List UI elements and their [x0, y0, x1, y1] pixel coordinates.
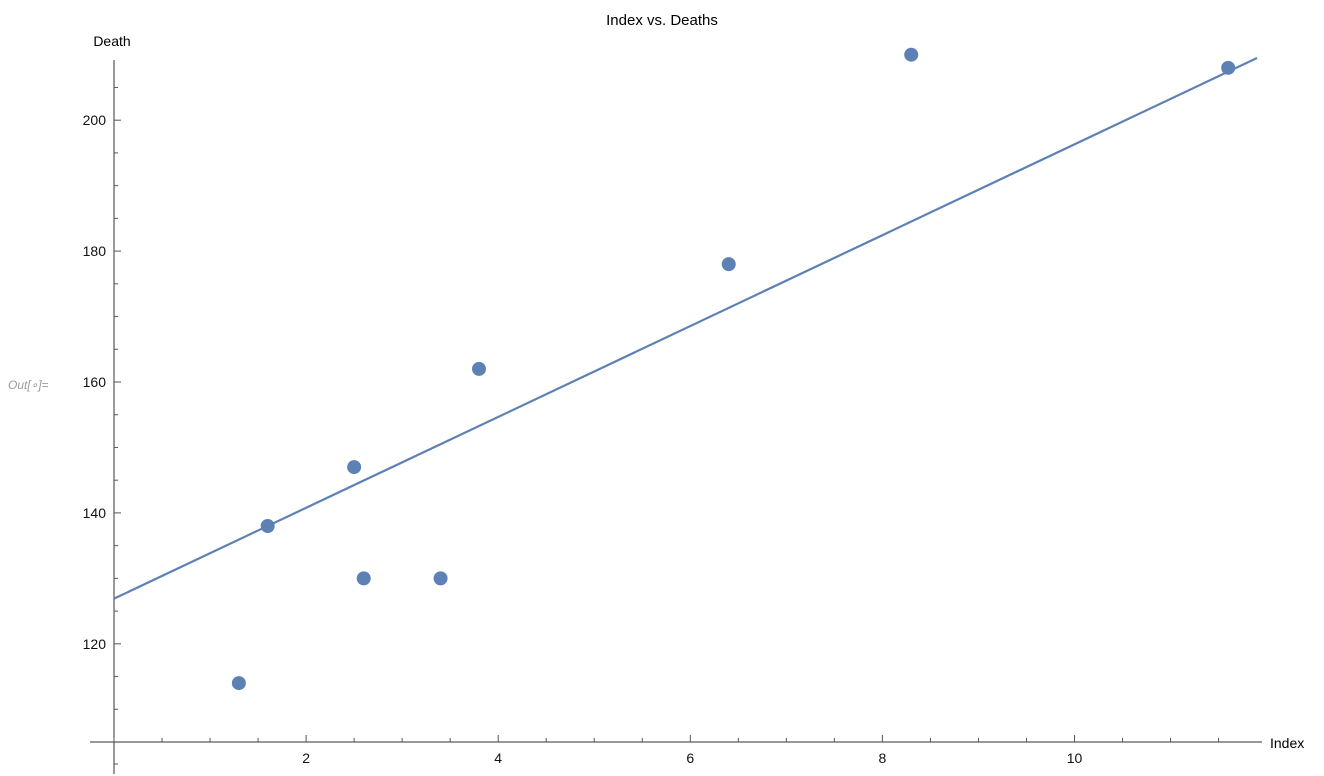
data-point [356, 571, 371, 586]
tick-marks [113, 86, 1220, 765]
y-tick-label: 120 [83, 636, 107, 652]
y-axis-label: Death [93, 33, 130, 49]
data-point [1221, 60, 1236, 75]
chart-title: Index vs. Deaths [606, 12, 718, 29]
tick-labels: 2 4 6 8 10 120 140 160 180 200 [83, 112, 1083, 766]
data-point [904, 47, 919, 62]
data-point [347, 460, 362, 475]
y-tick-label: 140 [83, 505, 107, 521]
output-prompt-label: Out[∘]= [8, 378, 49, 392]
y-tick-label: 200 [83, 112, 107, 128]
x-tick-label: 2 [302, 750, 310, 766]
fit-line [113, 57, 1258, 600]
x-tick-label: 4 [494, 750, 502, 766]
x-tick-label: 10 [1067, 750, 1083, 766]
x-tick-label: 8 [879, 750, 887, 766]
axes [90, 60, 1262, 774]
x-axis-label: Index [1270, 735, 1304, 751]
data-point [231, 676, 246, 691]
x-tick-label: 6 [686, 750, 694, 766]
series [113, 47, 1258, 691]
data-point [260, 519, 275, 533]
data-point [721, 257, 736, 272]
data-point [471, 361, 486, 376]
y-tick-label: 160 [83, 374, 107, 390]
y-tick-label: 180 [83, 243, 107, 259]
data-point [433, 571, 448, 586]
